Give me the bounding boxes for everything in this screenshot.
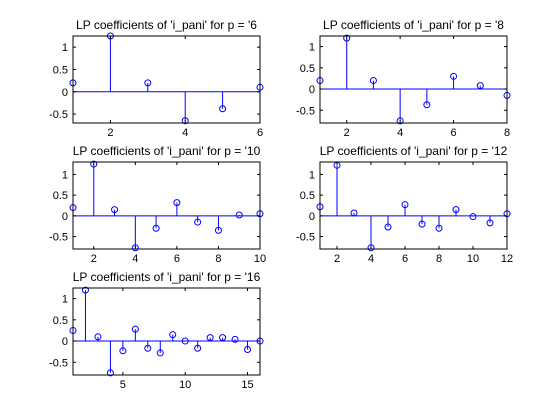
x-tick-label: 4 bbox=[368, 253, 374, 265]
stem-marker bbox=[452, 206, 460, 214]
x-tick-label: 12 bbox=[501, 253, 513, 265]
stem-marker bbox=[219, 105, 227, 113]
stem-marker bbox=[206, 334, 214, 342]
stem-plot-p16: LP coefficients of 'i_pani' for p = '16 … bbox=[49, 270, 264, 391]
stem-marker bbox=[144, 344, 152, 352]
x-tick-label: 4 bbox=[132, 253, 138, 265]
stem-marker bbox=[181, 117, 189, 125]
plot-title: LP coefficients of 'i_pani' for p = '10 bbox=[73, 144, 261, 158]
stem-marker bbox=[235, 211, 243, 219]
stem-marker bbox=[194, 344, 202, 352]
y-tick-label: 1 bbox=[62, 169, 68, 181]
x-tick-label: 6 bbox=[451, 127, 457, 139]
stem-marker bbox=[94, 333, 102, 341]
x-tick-label: 8 bbox=[436, 253, 442, 265]
stem-marker bbox=[450, 72, 458, 80]
plot-title: LP coefficients of 'i_pani' for p = '12 bbox=[320, 144, 508, 158]
stem-marker bbox=[423, 101, 431, 109]
stem-plot-p8: LP coefficients of 'i_pani' for p = '8 2… bbox=[296, 18, 511, 139]
stem-marker bbox=[152, 224, 160, 232]
stem-marker bbox=[111, 206, 119, 214]
x-tick-label: 4 bbox=[397, 127, 403, 139]
x-tick-label: 6 bbox=[174, 253, 180, 265]
plot-title: LP coefficients of 'i_pani' for p = '8 bbox=[323, 18, 504, 32]
y-tick-label: 0.5 bbox=[300, 63, 315, 75]
stem-marker bbox=[119, 347, 127, 355]
stem-plot-p6: LP coefficients of 'i_pani' for p = '6 2… bbox=[49, 18, 264, 139]
stem-marker bbox=[486, 219, 494, 227]
stem-marker bbox=[384, 223, 392, 231]
x-tick-label: 15 bbox=[241, 379, 253, 391]
stem-marker bbox=[181, 337, 189, 345]
x-tick-label: 2 bbox=[344, 127, 350, 139]
axes-box bbox=[72, 161, 261, 250]
y-tick-label: 0.5 bbox=[53, 315, 68, 327]
stem-marker bbox=[194, 218, 202, 226]
y-tick-label: 0 bbox=[62, 336, 68, 348]
stem-marker bbox=[469, 213, 477, 221]
stem-marker bbox=[244, 346, 252, 354]
stem-marker bbox=[106, 369, 114, 377]
stem-marker bbox=[90, 160, 98, 168]
x-tick-label: 10 bbox=[179, 379, 191, 391]
stem-marker bbox=[367, 244, 375, 252]
x-tick-label: 6 bbox=[257, 127, 263, 139]
y-tick-label: 1 bbox=[309, 169, 315, 181]
x-tick-label: 4 bbox=[182, 127, 188, 139]
stem-marker bbox=[156, 349, 164, 357]
y-tick-label: 1 bbox=[309, 42, 315, 54]
y-tick-label: -0.5 bbox=[296, 105, 315, 117]
y-tick-label: 1 bbox=[62, 294, 68, 306]
stem-marker bbox=[231, 335, 239, 343]
plot-title: LP coefficients of 'i_pani' for p = '16 bbox=[73, 270, 261, 284]
y-tick-label: -0.5 bbox=[49, 357, 68, 369]
x-tick-label: 2 bbox=[334, 253, 340, 265]
stem-marker bbox=[418, 220, 426, 228]
y-tick-label: -0.5 bbox=[49, 109, 68, 121]
y-tick-label: 0.5 bbox=[53, 190, 68, 202]
y-tick-label: 0.5 bbox=[300, 190, 315, 202]
axes-box bbox=[319, 161, 508, 250]
x-tick-label: 8 bbox=[215, 253, 221, 265]
stem-marker bbox=[131, 244, 139, 252]
stem-marker bbox=[343, 34, 351, 42]
x-tick-label: 2 bbox=[107, 127, 113, 139]
y-tick-label: -0.5 bbox=[49, 232, 68, 244]
y-tick-label: -0.5 bbox=[296, 232, 315, 244]
y-tick-label: 0 bbox=[309, 211, 315, 223]
x-tick-label: 10 bbox=[254, 253, 266, 265]
stem-marker bbox=[214, 226, 222, 234]
x-tick-label: 8 bbox=[504, 127, 510, 139]
x-tick-label: 5 bbox=[120, 379, 126, 391]
x-tick-label: 10 bbox=[467, 253, 479, 265]
axes-box bbox=[72, 287, 261, 376]
y-tick-label: 0 bbox=[62, 211, 68, 223]
x-tick-label: 6 bbox=[402, 253, 408, 265]
stem-marker bbox=[219, 334, 227, 342]
stem-marker bbox=[396, 117, 404, 125]
stem-marker bbox=[169, 331, 177, 339]
plot-title: LP coefficients of 'i_pani' for p = '6 bbox=[76, 18, 257, 32]
stem-plot-p10: LP coefficients of 'i_pani' for p = '10 … bbox=[49, 144, 266, 265]
y-tick-label: 1 bbox=[62, 42, 68, 54]
stem-marker bbox=[476, 82, 484, 90]
stem-plot-p12: LP coefficients of 'i_pani' for p = '12 … bbox=[296, 144, 513, 265]
stem-marker bbox=[131, 325, 139, 333]
stem-marker bbox=[144, 79, 152, 87]
y-tick-label: 0 bbox=[62, 87, 68, 99]
stem-marker bbox=[173, 199, 181, 207]
stem-marker bbox=[401, 201, 409, 209]
axes-box bbox=[319, 35, 508, 124]
axes-box bbox=[72, 35, 261, 124]
stem-marker bbox=[369, 77, 377, 85]
stem-marker bbox=[350, 209, 358, 217]
y-tick-label: 0.5 bbox=[53, 64, 68, 76]
stem-marker bbox=[435, 224, 443, 232]
x-tick-label: 2 bbox=[91, 253, 97, 265]
y-tick-label: 0 bbox=[309, 84, 315, 96]
stem-marker bbox=[81, 286, 89, 294]
